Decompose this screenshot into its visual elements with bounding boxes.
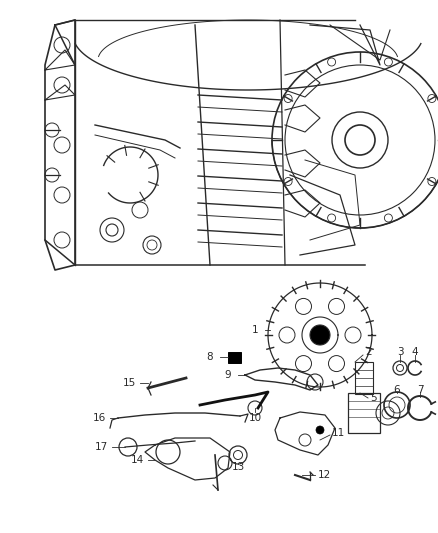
Text: 5: 5: [370, 393, 377, 403]
Text: 17: 17: [95, 442, 108, 452]
Text: 12: 12: [318, 470, 331, 480]
Text: 11: 11: [332, 428, 345, 438]
Text: 14: 14: [131, 455, 144, 465]
Bar: [355, 362, 373, 394]
Bar: [228, 352, 241, 363]
Text: 4: 4: [412, 347, 418, 357]
Text: 2: 2: [365, 347, 371, 357]
Text: 9: 9: [224, 370, 231, 380]
Bar: [348, 393, 380, 433]
Text: 13: 13: [231, 462, 245, 472]
Circle shape: [316, 426, 324, 434]
Text: 7: 7: [417, 385, 423, 395]
Text: 1: 1: [251, 325, 258, 335]
Circle shape: [310, 325, 330, 345]
Text: 15: 15: [123, 378, 136, 388]
Text: 16: 16: [93, 413, 106, 423]
Text: 3: 3: [397, 347, 403, 357]
Text: 8: 8: [206, 352, 213, 362]
Text: 6: 6: [394, 385, 400, 395]
Text: 10: 10: [248, 413, 261, 423]
